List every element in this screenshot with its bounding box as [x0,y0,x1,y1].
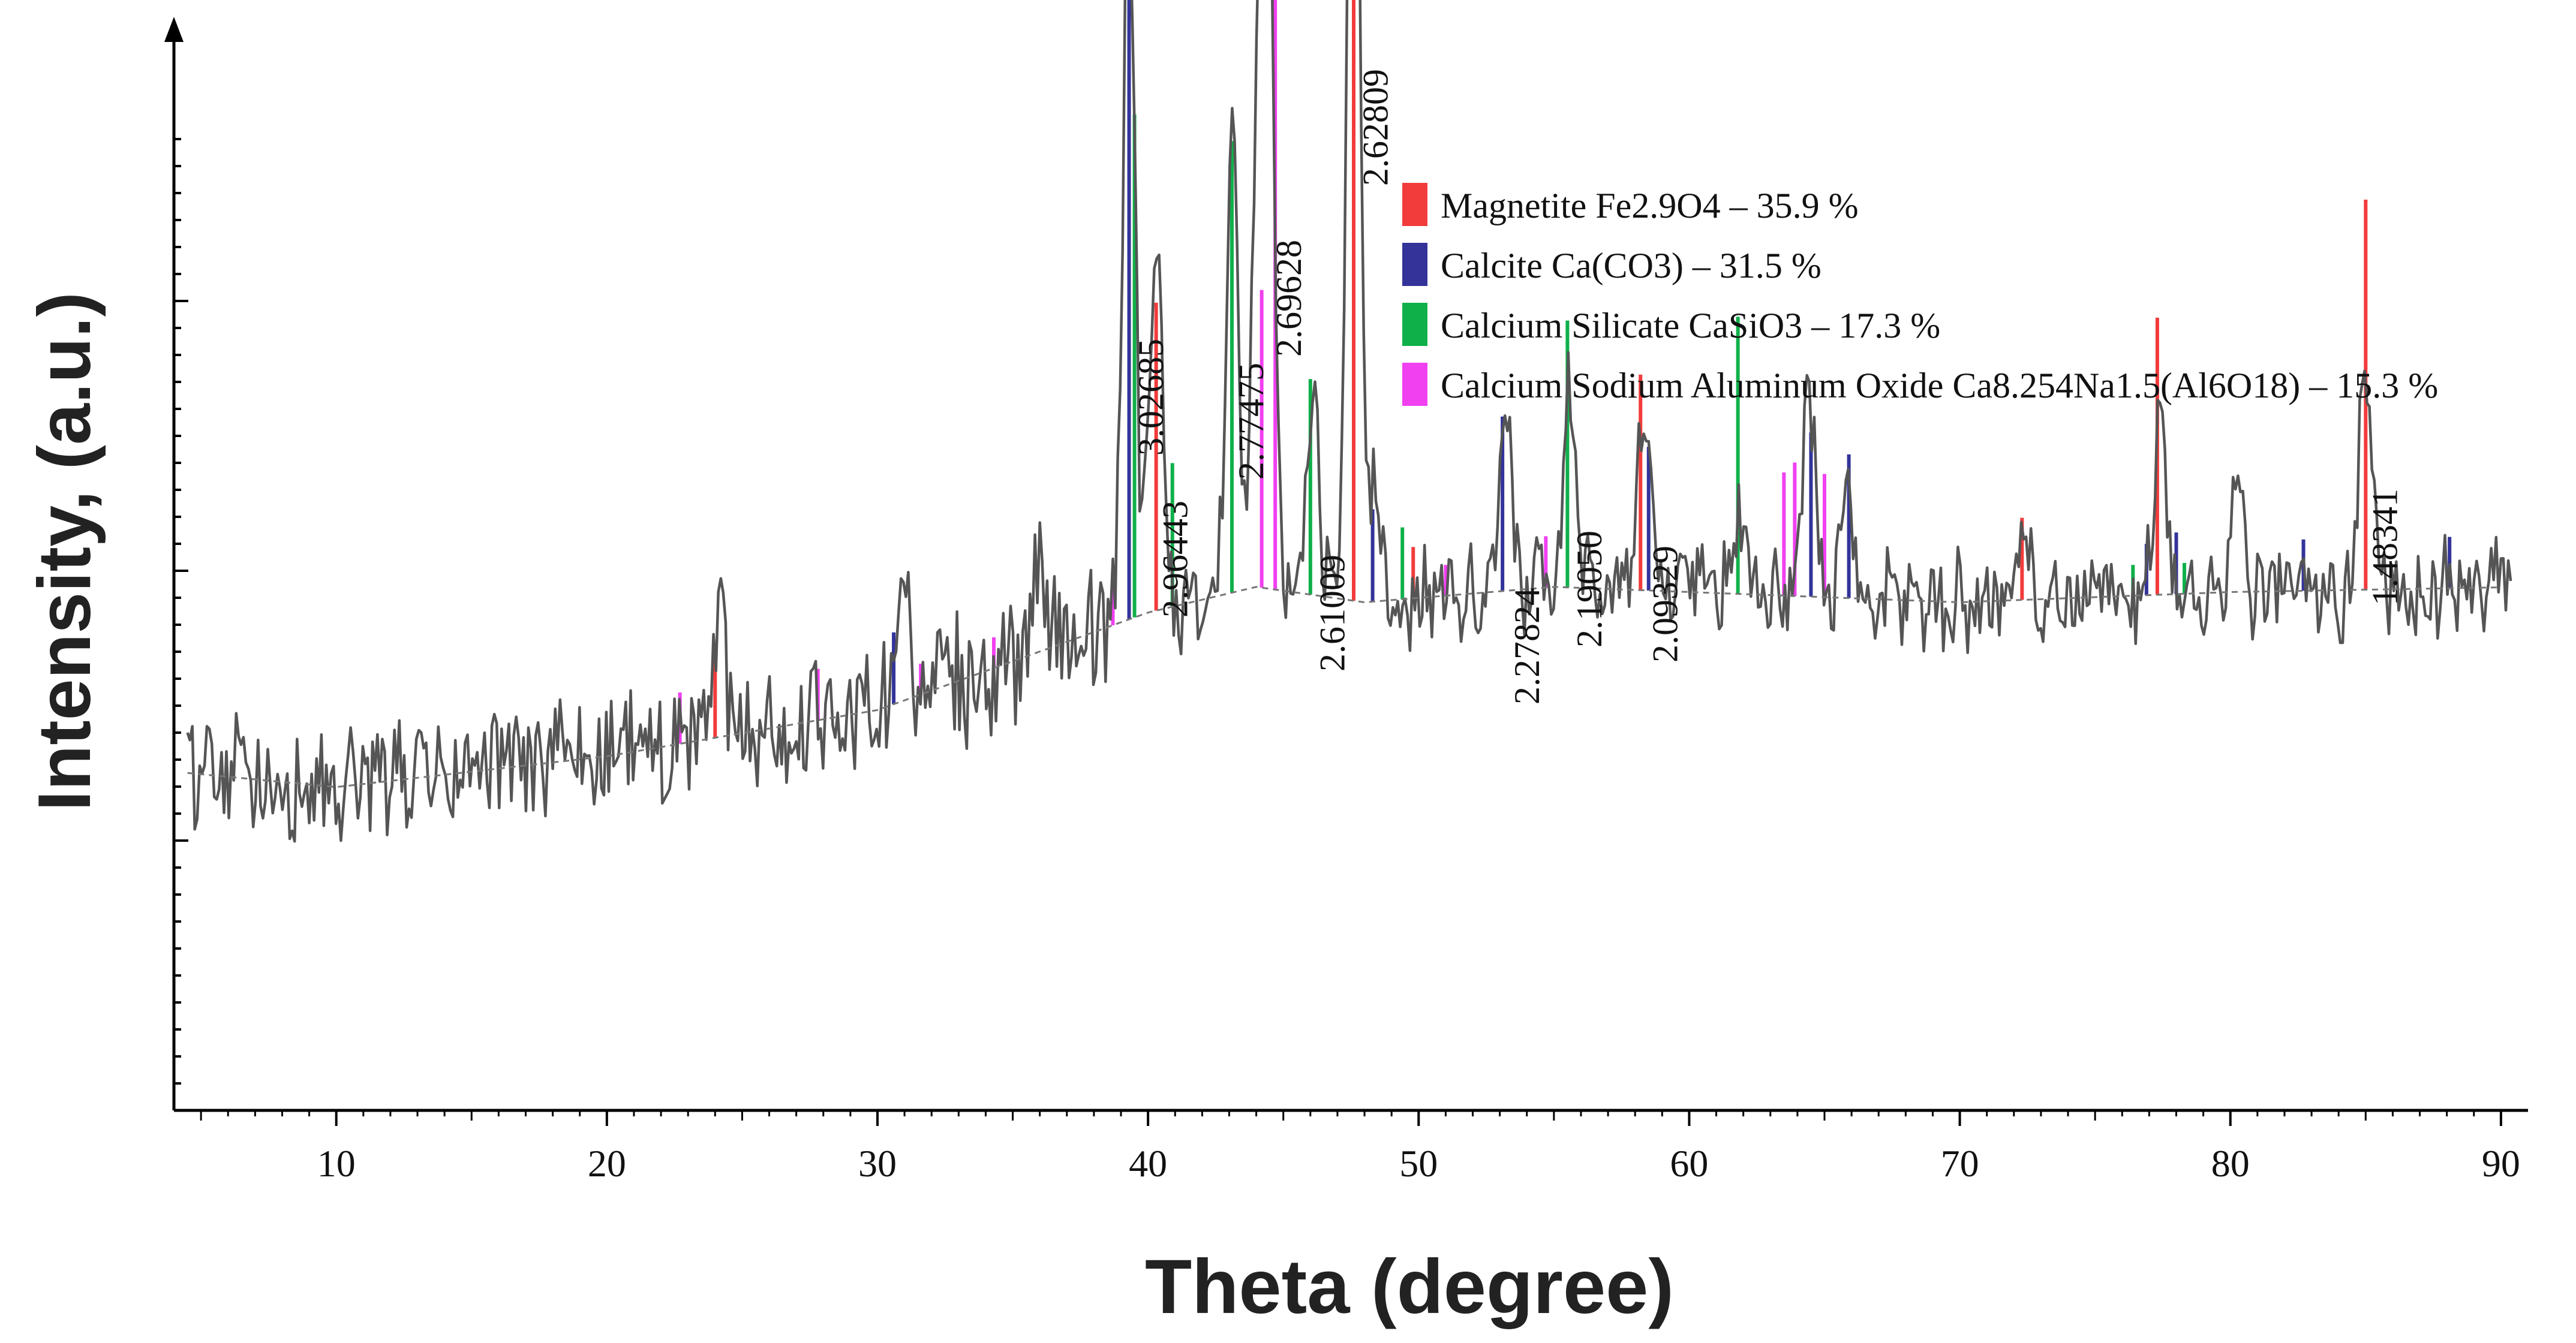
peak-label: 2.27824 [1507,588,1547,704]
legend-swatch [1402,243,1427,286]
y-axis-arrow [164,17,184,42]
x-tick-label: 30 [858,1142,897,1185]
x-tick-label: 10 [317,1142,356,1185]
x-tick-label: 70 [1941,1142,1979,1185]
peak-label: 2.77475 [1231,363,1271,480]
x-axis-ticks [200,1110,2502,1126]
axes: 10 20 30 40 50 60 70 80 90 [164,17,2528,1185]
peak-label: 1.48341 [2365,489,2404,606]
peak-label: 2.69628 [1269,240,1309,357]
legend-swatch [1402,183,1427,226]
x-tick-label: 60 [1670,1142,1708,1185]
background-dashed-line [187,586,2501,788]
legend-swatch [1402,303,1427,346]
x-tick-label: 80 [2211,1142,2250,1185]
xrd-pattern-line [186,0,2512,843]
legend-label: Calcite Ca(CO3) – 31.5 % [1441,246,1821,285]
x-tick-label: 40 [1129,1142,1167,1185]
peak-label: 2.09329 [1645,546,1685,663]
x-tick-labels: 10 20 30 40 50 60 70 80 90 [317,1142,2520,1185]
peak-label: 3.02685 [1131,339,1171,456]
x-tick-label: 90 [2482,1142,2520,1185]
peak-annotations: 3.02685 2.96443 2.77475 2.69628 2.62809 2.610… [1131,69,2404,704]
y-axis-ticks [174,138,188,1085]
y-axis-title: Intensity, (a.u.) [23,292,106,811]
curves [186,0,2512,843]
legend-label: Magnetite Fe2.9O4 – 35.9 % [1441,186,1859,225]
legend: Magnetite Fe2.9O4 – 35.9 % Calcite Ca(CO3… [1402,183,2438,406]
legend-swatch [1402,363,1427,406]
legend-label: Calcium Silicate CaSiO3 – 17.3 % [1441,306,1940,345]
legend-label: Calcium Sodium Aluminum Oxide Ca8.254Na1… [1441,366,2438,405]
peak-label: 2.61009 [1312,555,1352,672]
x-tick-label: 50 [1399,1142,1438,1185]
x-tick-label: 20 [588,1142,626,1185]
peak-label: 2.96443 [1156,501,1195,618]
peak-label: 2.19050 [1570,531,1609,648]
x-axis-title: Theta (degree) [1145,1244,1674,1330]
peak-label: 2.62809 [1356,69,1396,186]
